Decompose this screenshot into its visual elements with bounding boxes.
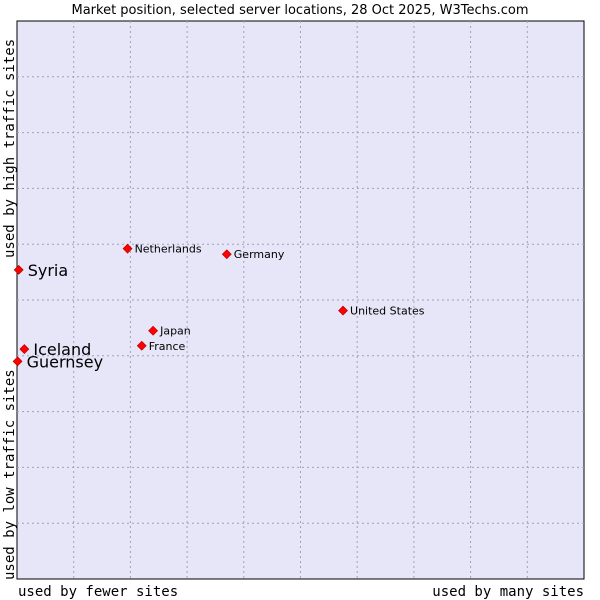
point-marker-netherlands bbox=[122, 243, 133, 254]
x-axis-label-left: used by fewer sites bbox=[18, 584, 178, 600]
point-marker-iceland bbox=[19, 344, 30, 355]
x-axis-label-right: used by many sites bbox=[432, 584, 584, 600]
point-guernsey: Guernsey bbox=[12, 352, 103, 371]
point-france: France bbox=[136, 340, 186, 353]
point-marker-united-states bbox=[338, 305, 348, 316]
chart-title: Market position, selected server locatio… bbox=[71, 3, 528, 18]
data-points: Netherlands Germany Syria United States Japa… bbox=[12, 243, 425, 371]
point-marker-germany bbox=[221, 249, 232, 260]
point-marker-guernsey bbox=[12, 356, 23, 367]
point-marker-japan bbox=[148, 325, 159, 336]
point-marker-syria bbox=[13, 264, 24, 275]
point-syria: Syria bbox=[13, 261, 68, 280]
point-label-germany: Germany bbox=[234, 248, 285, 261]
point-netherlands: Netherlands bbox=[122, 243, 202, 256]
point-marker-france bbox=[136, 340, 147, 351]
point-label-guernsey: Guernsey bbox=[27, 352, 103, 371]
y-axis-label-bottom: used by low traffic sites bbox=[2, 369, 18, 580]
y-axis-label-top: used by high traffic sites bbox=[2, 39, 18, 258]
point-japan: Japan bbox=[148, 325, 191, 338]
point-label-syria: Syria bbox=[28, 261, 68, 280]
point-label-iceland: Iceland bbox=[33, 340, 91, 359]
point-label-france: France bbox=[149, 340, 186, 353]
point-germany: Germany bbox=[221, 248, 285, 261]
point-label-japan: Japan bbox=[159, 325, 191, 338]
point-united-states: United States bbox=[338, 305, 425, 318]
point-iceland: Iceland bbox=[19, 340, 91, 359]
grid-lines bbox=[17, 21, 584, 579]
point-label-netherlands: Netherlands bbox=[135, 243, 202, 256]
point-label-united-states: United States bbox=[350, 305, 425, 318]
